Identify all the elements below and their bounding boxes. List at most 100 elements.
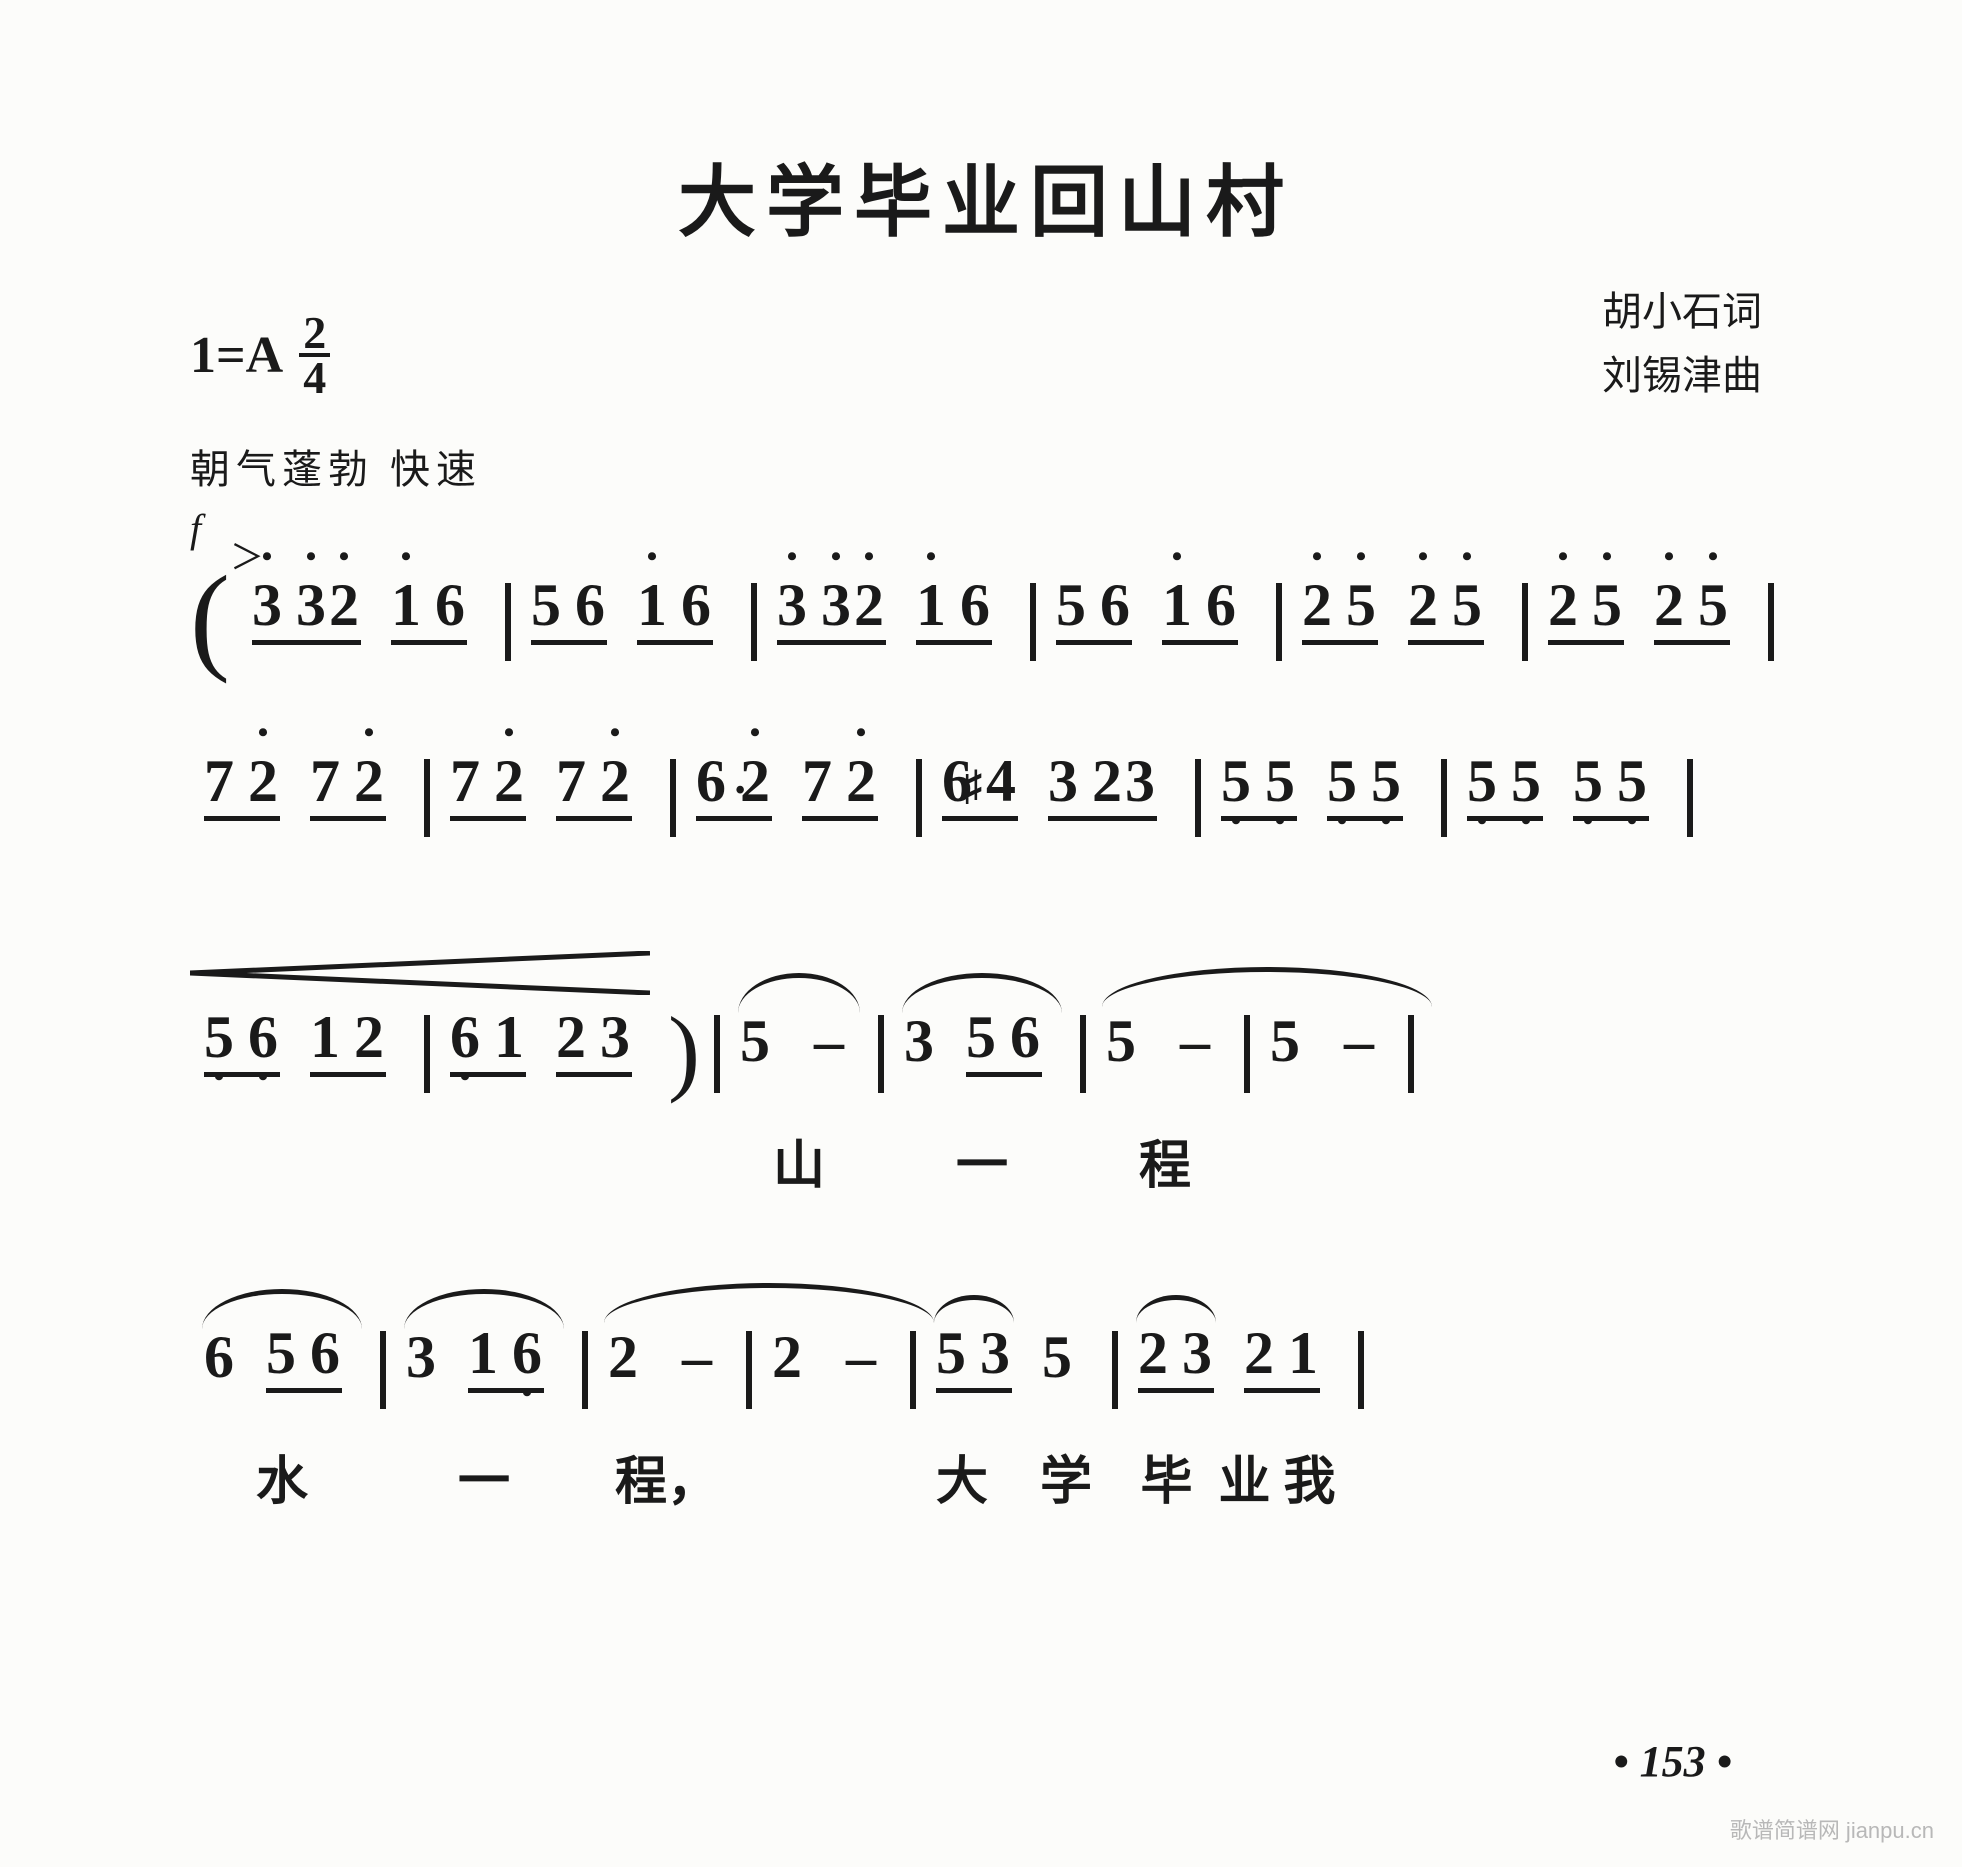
note-group: 2 [766,1323,810,1392]
note: 7 [201,751,239,811]
lyric-syllable: 水 [190,1439,374,1514]
note-group: 3 [400,1323,444,1392]
beam-group: •16 [1156,575,1244,635]
lyric-syllable: 一 [890,1123,1074,1198]
note: 6• [509,1323,547,1383]
note: 5• [1508,751,1546,811]
duration-dash: – [664,1323,732,1392]
measure: 5– [726,1007,872,1076]
note-group: 5 [1036,1323,1080,1392]
beam-group: 16• [462,1323,550,1383]
staff-line: 5•6•126•123)5–3565–5– [190,1007,1782,1093]
note: 7 [307,751,345,811]
beam-group: 56 [525,575,613,635]
dynamic-marking: f [190,505,1782,552]
page-number: • 153 • [1613,1736,1732,1787]
staff-line: 7•27•27•27•26•27•26♯43235•5•5•5•5•5•5•5• [190,751,1782,837]
note: 6 [1007,1007,1045,1067]
barline [670,759,676,837]
beam-group: •2•5 [1296,575,1384,635]
measure: 535 [922,1323,1106,1392]
beam-group: 7•2 [444,751,532,811]
slur [934,1295,1014,1323]
beam-group: 5•5• [1215,751,1303,811]
duration-dash: – [1326,1007,1394,1076]
note: 6 [307,1323,345,1383]
note: 5• [1570,751,1608,811]
barline [424,759,430,837]
lyric-syllable: 一 [392,1439,576,1514]
note: 3 [1122,751,1160,811]
measure: 7•27•2 [190,751,418,811]
note: •2 [245,751,283,811]
measure: 316• [392,1323,576,1392]
note: •2 [351,751,389,811]
lyric-syllable: 大 学 [922,1439,1106,1514]
note: 5 [263,1323,301,1383]
beam-group: 7•2 [550,751,638,811]
beam-group: 56 [960,1007,1048,1067]
beam-group: •3•3•2 [246,575,367,635]
note: 5• [201,1007,239,1067]
barline [751,583,757,661]
note: •3 [249,575,287,635]
note: •2 [1545,575,1583,635]
measure: 2– [594,1323,740,1392]
note: 5• [1262,751,1300,811]
note: 2 [605,1327,643,1387]
note: 6• [447,1007,485,1067]
beam-group: 56 [260,1323,348,1383]
note: 5 [1053,575,1091,635]
beam-group: 21 [1238,1323,1326,1383]
staff-row: 656316•2–2–5352321水一程，大 学毕 业 我 [190,1323,1782,1509]
slur [604,1283,934,1323]
barline [380,1331,386,1409]
measure: •2•5 •2•5 [1288,575,1516,635]
note: 6 [432,575,470,635]
beam-group: •2•5 [1402,575,1490,635]
beam-group: 5•5• [1321,751,1409,811]
barline [910,1331,916,1409]
staff-row: 5•6•126•123)5–3565–5–山一程 [190,1007,1782,1193]
measure: 5•5•5•5• [1453,751,1681,811]
note: 5• [1368,751,1406,811]
beam-group: 323 [1042,751,1163,811]
beam-group: 6•2 [690,751,778,811]
composer: 刘锡津曲 [1602,344,1762,408]
barline [916,759,922,837]
beam-group: 56 [1050,575,1138,635]
barline [1030,583,1036,661]
barline [746,1331,752,1409]
note: 6 [1097,575,1135,635]
note: •1 [913,575,951,635]
note: 3 [403,1327,441,1387]
score-body: (•3•3•2•1656•16•3•3•2•1656•16•2•5•2•5•2•… [190,575,1782,1509]
barline [1195,759,1201,837]
measure: 56•16 [517,575,745,635]
measure: •2•5•2•5 [1534,575,1762,635]
beam-group: 7•2 [796,751,884,811]
note: •1 [388,575,426,635]
barline [1408,1015,1414,1093]
measure: 2321 [1124,1323,1352,1383]
barline [582,1331,588,1409]
note: 6 [678,575,716,635]
credits-block: 胡小石词 刘锡津曲 [1602,280,1762,408]
note: 1 [491,1007,529,1067]
measure: •3•3•2 •16 [238,575,499,635]
duration-dash: – [1162,1007,1230,1076]
note: •2 [737,751,775,811]
note: 1 [1285,1323,1323,1383]
measure: 6♯4323 [928,751,1189,811]
duration-dash: – [796,1007,864,1076]
measure: 7•2 7•2 [436,751,664,811]
measure: 2– [758,1323,904,1392]
beam-group: •3•3•2 [771,575,892,635]
note: 5 [1039,1327,1077,1387]
beam-group: 5•6• [198,1007,286,1067]
note: 1 [465,1323,503,1383]
measure: 5•6•12 [190,1007,418,1067]
note-group: 5 [734,1007,778,1076]
beam-group: 23 [550,1007,638,1067]
staff-row: (•3•3•2•1656•16•3•3•2•1656•16•2•5•2•5•2•… [190,575,1782,661]
